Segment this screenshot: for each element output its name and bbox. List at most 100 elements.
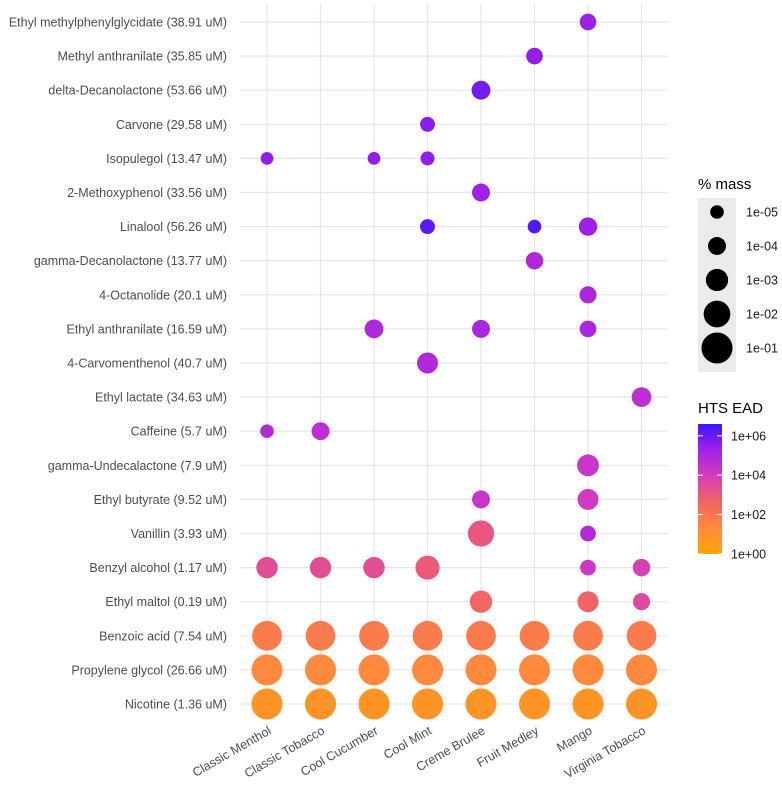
data-point: [416, 352, 439, 374]
data-point: [580, 559, 596, 576]
data-point: [577, 591, 599, 613]
y-axis-label: Methyl anthranilate (35.85 uM): [57, 50, 227, 64]
size-legend-label: 1e-03: [746, 274, 778, 288]
data-point: [251, 654, 283, 686]
size-legend-circle: [703, 300, 731, 328]
color-legend: HTS EAD 1e+06 1e+04 1e+02 1e+00: [698, 400, 766, 562]
data-point: [526, 47, 543, 65]
size-legend-circle: [701, 332, 733, 364]
color-legend-label: 1e+02: [731, 508, 766, 522]
data-point: [472, 490, 490, 509]
data-point: [358, 688, 390, 720]
data-point: [632, 558, 651, 577]
x-axis-label: Mango: [554, 723, 594, 754]
data-point: [367, 152, 381, 165]
data-point: [579, 13, 597, 31]
data-point: [472, 319, 490, 338]
y-axis-label: Linalool (56.26 uM): [120, 220, 227, 234]
y-axis-label: Ethyl methylphenylglycidate (38.91 uM): [9, 16, 227, 30]
data-point: [364, 319, 384, 339]
data-point: [469, 590, 493, 613]
size-legend-circle: [710, 205, 724, 219]
data-point: [518, 688, 551, 720]
data-point: [527, 219, 542, 234]
grid-lines: [240, 4, 668, 716]
data-point: [260, 152, 274, 165]
data-point: [358, 654, 390, 686]
y-axis-label: Ethyl maltol (0.19 uM): [105, 595, 227, 609]
data-point: [577, 454, 599, 477]
data-point: [625, 688, 658, 720]
data-point: [311, 422, 330, 441]
data-point: [518, 654, 551, 686]
y-axis-label: 4-Octanolide (20.1 uM): [99, 288, 227, 302]
data-point: [525, 251, 544, 270]
data-point: [304, 688, 337, 720]
data-point: [572, 654, 604, 686]
data-point: [519, 620, 550, 651]
data-point: [467, 520, 495, 547]
data-point: [577, 488, 599, 510]
y-axis-label: Ethyl anthranilate (16.59 uM): [66, 322, 227, 336]
data-point: [260, 424, 274, 439]
data-point: [420, 219, 435, 235]
y-axis-label: Carvone (29.58 uM): [116, 118, 227, 132]
y-axis-label: Caffeine (5.7 uM): [131, 425, 227, 439]
size-legend-label: 1e-01: [746, 342, 778, 356]
data-point: [631, 387, 652, 407]
data-point: [580, 525, 596, 542]
size-legend: % mass 1e-05 1e-04 1e-03 1e-02 1e-01: [698, 176, 778, 372]
y-axis-label: gamma-Undecalactone (7.9 uM): [48, 459, 227, 473]
size-legend-title: % mass: [698, 176, 751, 193]
data-point: [632, 593, 651, 611]
size-legend-label: 1e-05: [746, 206, 778, 220]
y-axis-label: 2-Methoxyphenol (33.56 uM): [67, 186, 227, 200]
data-point: [252, 620, 282, 651]
data-point: [251, 688, 283, 720]
data-point: [420, 151, 435, 166]
data-point: [579, 286, 597, 304]
size-legend-circle: [708, 237, 726, 255]
color-legend-label: 1e+06: [731, 429, 766, 443]
y-axis-label: Vanillin (3.93 uM): [131, 527, 227, 541]
data-point: [304, 654, 337, 686]
data-point: [472, 183, 490, 202]
y-axis-label: 4-Carvomenthenol (40.7 uM): [67, 357, 227, 371]
size-legend-circle: [705, 268, 729, 292]
data-point: [420, 116, 435, 132]
data-point: [411, 654, 444, 686]
data-point: [572, 688, 604, 720]
y-axis-labels: Ethyl methylphenylglycidate (38.91 uM) Me…: [9, 16, 227, 712]
y-axis-label: gamma-Decanolactone (13.77 uM): [34, 254, 227, 268]
data-point: [363, 556, 385, 579]
data-point: [415, 555, 440, 580]
data-point: [411, 688, 444, 720]
data-point: [626, 620, 657, 651]
data-point: [625, 654, 658, 686]
data-point: [305, 620, 336, 651]
data-point: [256, 556, 278, 579]
data-point: [309, 556, 332, 579]
data-point: [465, 688, 497, 720]
data-point: [579, 320, 597, 338]
size-legend-label: 1e-02: [746, 308, 778, 322]
x-axis-label: Fruit Medley: [474, 723, 541, 770]
data-point: [359, 620, 389, 651]
y-axis-label: Benzyl alcohol (1.17 uM): [89, 561, 227, 575]
data-point: [465, 654, 497, 686]
data-point: [573, 620, 603, 651]
size-legend-label: 1e-04: [746, 240, 778, 254]
color-legend-gradient-bar: [698, 424, 722, 554]
data-point: [578, 217, 598, 236]
data-point: [466, 620, 496, 651]
y-axis-label: Ethyl butyrate (9.52 uM): [94, 493, 227, 507]
y-axis-label: Propylene glycol (26.66 uM): [71, 663, 227, 677]
y-axis-label: Isopulegol (13.47 uM): [106, 152, 227, 166]
data-point: [471, 80, 491, 100]
color-legend-title: HTS EAD: [698, 400, 763, 417]
color-legend-label: 1e+00: [731, 548, 766, 562]
y-axis-label: Ethyl lactate (34.63 uM): [95, 391, 227, 405]
y-axis-label: Nicotine (1.36 uM): [125, 698, 227, 712]
